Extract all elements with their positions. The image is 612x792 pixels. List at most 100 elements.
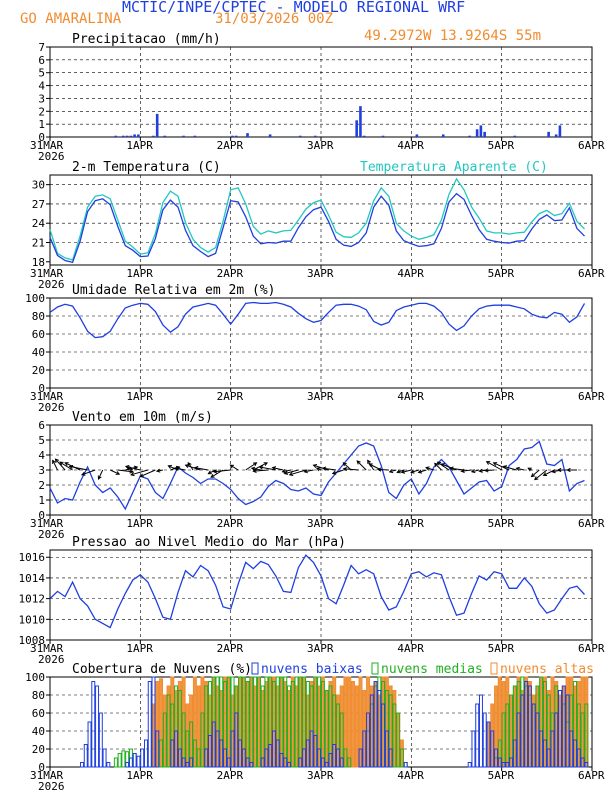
cloud-bar-blue [478, 694, 483, 768]
precip-xtick-label: 31MAR [30, 139, 63, 152]
cloud-bar-blue [102, 748, 107, 768]
wind-xtick-label: 1APR [126, 517, 153, 530]
wind-arrow [332, 469, 344, 475]
wind-arrow [313, 464, 329, 471]
cloud-bar-blue [83, 744, 88, 768]
wind-arrow-head [515, 466, 520, 471]
cloud-bar-blue [223, 748, 228, 768]
wind-arrow-head [210, 473, 215, 478]
wind-arrow [410, 469, 420, 473]
cloud-bar-blue [328, 753, 333, 768]
wind-arrow-head [425, 466, 430, 471]
pressure-series-blue [49, 554, 585, 629]
wind-arrow-head [54, 458, 59, 463]
temperature-xtick-label: 4APR [397, 267, 424, 280]
clouds-xtick-label: 4APR [397, 769, 424, 782]
wind-arrow-head [449, 466, 454, 471]
cloud-bar-blue [313, 735, 318, 768]
precip-ytick-label: 3 [38, 92, 45, 105]
precip-xtick-label: 1APR [126, 139, 153, 152]
wind-ytick-label: 4 [38, 449, 45, 462]
wind-arrow [213, 469, 231, 473]
humidity-xtick-label: 1APR [126, 390, 153, 403]
wind-arrow-head [396, 469, 401, 474]
wind-arrow-head [283, 470, 289, 475]
header-run: 31/03/2026 00Z [215, 11, 334, 27]
temperature-legend: Temperatura Aparente (C) [360, 160, 548, 175]
cloud-bar-blue [471, 730, 476, 768]
wind-arrow [322, 467, 337, 471]
cloud-bar-green [192, 739, 197, 768]
cloud-bar-blue [136, 755, 141, 768]
humidity-xtick-label: 2APR [217, 390, 244, 403]
cloud-bar-blue [132, 753, 137, 768]
wind-arrow-head [367, 459, 371, 464]
precip-bar [155, 113, 159, 137]
cloud-bar-blue [140, 748, 145, 768]
wind-arrow-head [207, 470, 212, 475]
wind-arrow-head [440, 463, 446, 468]
wind-arrow-head [52, 459, 56, 464]
wind-arrow-head [502, 465, 508, 470]
precip-bar [483, 131, 486, 137]
wind-arrow-head [436, 461, 442, 466]
wind-xtick-label: 4APR [397, 517, 424, 530]
wind-arrow-head [400, 469, 406, 474]
cloud-bar-blue [204, 748, 209, 768]
clouds-ytick-label: 100 [25, 671, 45, 684]
cloud-bar-blue [512, 739, 517, 768]
cloud-bar-blue [381, 703, 386, 768]
precip-bar [125, 135, 129, 137]
precip-xtick-year: 2026 [38, 150, 65, 163]
wind-xtick-label: 3APR [307, 517, 334, 530]
cloud-bar-blue [245, 757, 250, 768]
cloud-bar-blue [298, 757, 303, 768]
wind-arrow-head [229, 464, 234, 469]
header-location: GO AMARALINA [20, 11, 122, 27]
clouds-ytick-label: 60 [32, 707, 45, 720]
precip-bar [362, 135, 366, 137]
cloud-bar-green [200, 712, 205, 768]
wind-arrow-head [81, 471, 86, 476]
wind-arrow-head [342, 466, 348, 472]
cloud-bar-green [256, 676, 261, 768]
humidity-xtick-label: 5APR [488, 390, 515, 403]
cloud-bar-blue [181, 757, 186, 768]
cloud-bar-blue [211, 721, 216, 768]
temperature-title: 2-m Temperatura (C) [72, 160, 221, 175]
cloud-bar-orange [354, 685, 359, 768]
cloud-bar-green [396, 712, 401, 768]
pressure-xtick-label: 6APR [578, 642, 605, 655]
wind-ytick-label: 3 [38, 464, 45, 477]
wind-arrow-head [527, 467, 532, 472]
humidity-ytick-label: 20 [32, 364, 45, 377]
wind-xtick-label: 5APR [488, 517, 515, 530]
precip-bar [231, 135, 234, 137]
cloud-bar-blue [302, 748, 307, 768]
wind-arrow [140, 469, 156, 478]
precip-xtick-label: 5APR [488, 139, 515, 152]
header-title: MCTIC/INPE/CPTEC - MODELO REGIONAL WRF [122, 0, 466, 16]
wind-arrow [282, 469, 291, 473]
temperature-ytick-label: 30 [32, 179, 45, 192]
wind-xtick-label: 2APR [217, 517, 244, 530]
cloud-bar-green [113, 757, 118, 768]
cloud-bar-blue [509, 757, 514, 768]
cloud-bar-orange [351, 681, 355, 768]
cloud-bar-green [294, 676, 299, 768]
wind-arrow-head [530, 473, 536, 478]
cloud-bar-blue [339, 757, 344, 768]
cloud-bar-blue [189, 757, 194, 768]
cloud-bar-green [117, 753, 122, 768]
precip-bar [554, 134, 558, 137]
wind-arrow [259, 466, 276, 471]
wind-arrow [434, 463, 442, 471]
temperature-ytick-label: 18 [32, 256, 45, 269]
wind-arrow [117, 469, 133, 473]
wind-arrow-head [193, 466, 199, 471]
clouds-xtick-label: 3APR [307, 769, 334, 782]
temperature-xtick-label: 6APR [578, 267, 605, 280]
cloud-bar-blue [527, 685, 532, 768]
cloud-bar-blue [501, 762, 506, 768]
